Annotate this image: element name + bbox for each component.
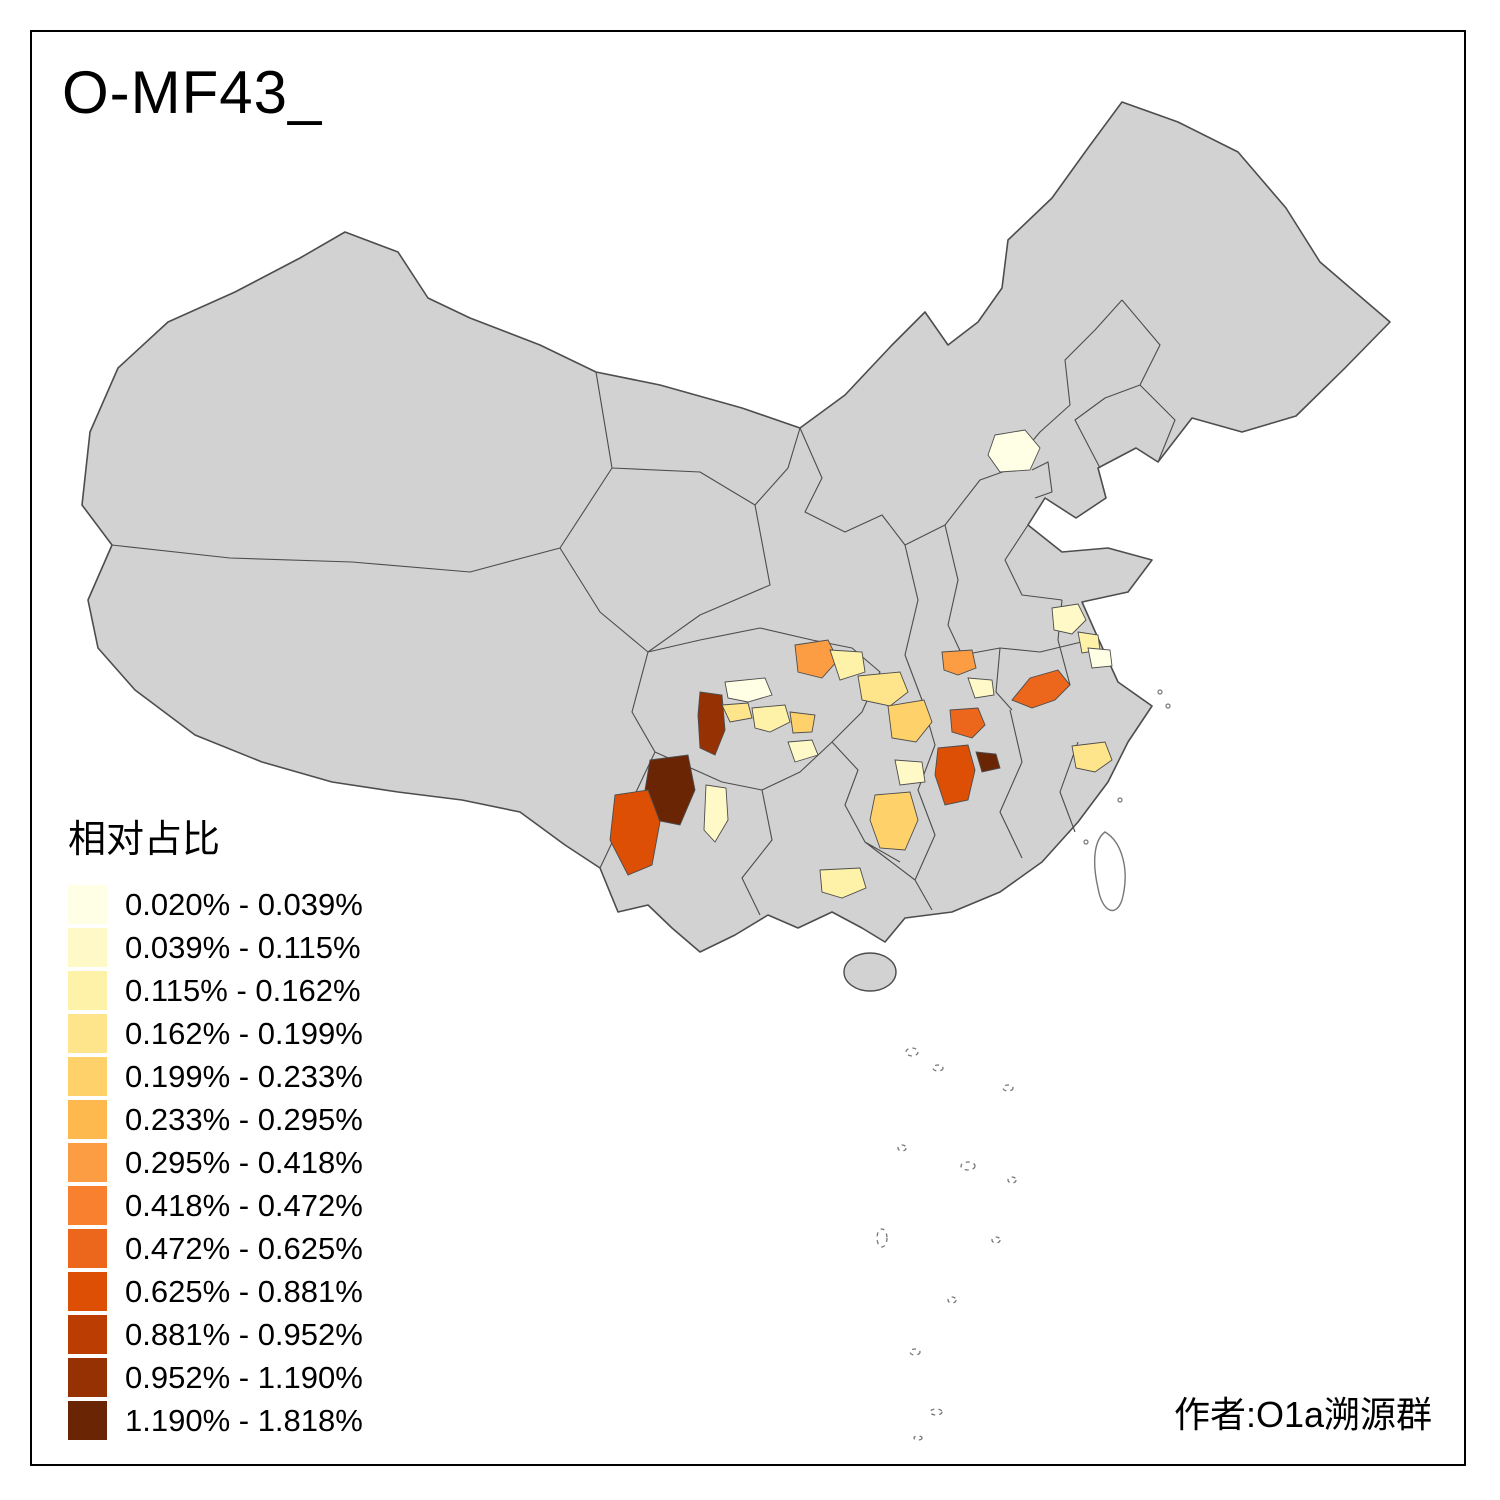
- map-region-patch: [894, 759, 926, 786]
- map-region-patch: [703, 784, 729, 843]
- map-region-patch: [934, 744, 976, 806]
- south-china-sea-islands: [876, 1047, 1017, 1441]
- legend-row: 0.418% - 0.472%: [68, 1186, 363, 1225]
- highlighted-regions: [609, 429, 1113, 899]
- legend-row: 0.115% - 0.162%: [68, 971, 363, 1010]
- taiwan-island: [1093, 831, 1126, 912]
- map-region-patch: [1071, 741, 1113, 773]
- map-region-patch: [721, 702, 753, 723]
- legend-swatch: [68, 1272, 107, 1311]
- legend-label: 0.020% - 0.039%: [125, 886, 363, 922]
- map-region-patch: [819, 867, 867, 899]
- legend-swatch: [68, 1401, 107, 1440]
- legend-title: 相对占比: [68, 819, 221, 861]
- legend-row: 0.039% - 0.115%: [68, 928, 363, 967]
- legend-row: 0.295% - 0.418%: [68, 1143, 363, 1182]
- legend-label: 0.199% - 0.233%: [125, 1058, 363, 1094]
- legend-swatch: [68, 1014, 107, 1053]
- legend-label: 0.039% - 0.115%: [125, 929, 361, 965]
- legend-label: 0.162% - 0.199%: [125, 1015, 363, 1051]
- legend-row: 0.162% - 0.199%: [68, 1014, 363, 1053]
- map-region-patch: [1051, 603, 1087, 635]
- map-region-patch: [869, 791, 919, 851]
- plot-frame: [30, 30, 1466, 1466]
- legend-label: 0.881% - 0.952%: [125, 1316, 363, 1352]
- legend-label: 0.418% - 0.472%: [125, 1187, 363, 1223]
- hainan-island: [843, 952, 897, 992]
- legend-swatch: [68, 1358, 107, 1397]
- map-region-patch: [887, 699, 933, 743]
- attribution: 作者:O1a溯源群: [1173, 1394, 1432, 1435]
- legend-row: 0.233% - 0.295%: [68, 1100, 363, 1139]
- legend-row: 1.190% - 1.818%: [68, 1401, 363, 1440]
- legend-swatch: [68, 1143, 107, 1182]
- map-region-patch: [609, 789, 661, 876]
- legend-swatch: [68, 1186, 107, 1225]
- legend-row: 0.020% - 0.039%: [68, 885, 363, 924]
- legend: 相对占比 0.020% - 0.039% 0.039% - 0.115% 0.115…: [68, 808, 363, 1440]
- map-region-patch: [787, 739, 819, 763]
- legend-label: 0.625% - 0.881%: [125, 1273, 363, 1309]
- map-region-patch: [794, 639, 839, 679]
- map-region-patch: [857, 671, 909, 707]
- map-region-patch: [697, 691, 726, 756]
- legend-items: 0.020% - 0.039% 0.039% - 0.115% 0.115% - 0…: [68, 885, 363, 1440]
- legend-swatch: [68, 1229, 107, 1268]
- map-region-patch: [949, 707, 986, 739]
- legend-label: 0.295% - 0.418%: [125, 1144, 363, 1180]
- legend-label: 1.190% - 1.818%: [125, 1402, 363, 1438]
- legend-label: 0.472% - 0.625%: [125, 1230, 363, 1266]
- map-region-patch: [967, 677, 995, 699]
- map-region-patch: [1011, 669, 1071, 709]
- legend-swatch: [68, 971, 107, 1010]
- legend-row: 0.952% - 1.190%: [68, 1358, 363, 1397]
- legend-label: 0.115% - 0.162%: [125, 972, 361, 1008]
- legend-row: 0.625% - 0.881%: [68, 1272, 363, 1311]
- legend-swatch: [68, 885, 107, 924]
- legend-swatch: [68, 1100, 107, 1139]
- coastal-islets: [1083, 689, 1171, 845]
- map-region-patch: [829, 649, 866, 681]
- map-region-patch: [751, 704, 791, 733]
- map-region-patch: [987, 429, 1041, 473]
- legend-row: 0.199% - 0.233%: [68, 1057, 363, 1096]
- map-region-patch: [789, 711, 816, 734]
- legend-label: 0.233% - 0.295%: [125, 1101, 363, 1137]
- plot-title: O-MF43_: [62, 59, 323, 126]
- map-region-patch: [975, 751, 1001, 773]
- legend-row: 0.881% - 0.952%: [68, 1315, 363, 1354]
- legend-swatch: [68, 1315, 107, 1354]
- map-region-patch: [941, 649, 977, 676]
- map-region-patch: [724, 677, 773, 703]
- legend-row: 0.472% - 0.625%: [68, 1229, 363, 1268]
- map-region-patch: [1087, 647, 1113, 669]
- legend-swatch: [68, 928, 107, 967]
- legend-label: 0.952% - 1.190%: [125, 1359, 363, 1395]
- legend-swatch: [68, 1057, 107, 1096]
